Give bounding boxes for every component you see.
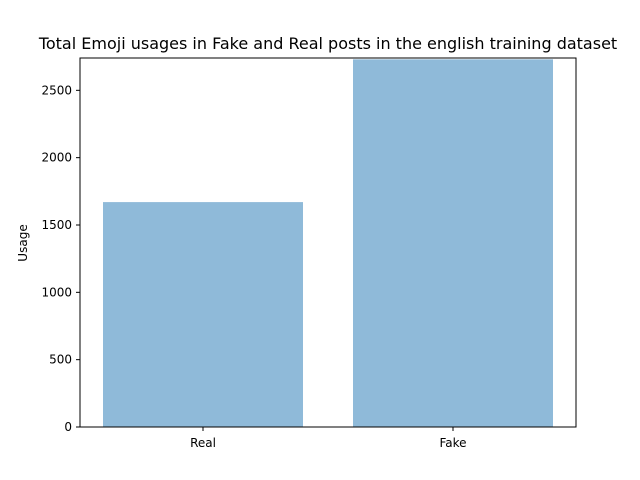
y-tick-label: 1000 [41, 285, 72, 299]
y-tick-label: 2500 [41, 83, 72, 97]
x-tick-label: Fake [439, 436, 466, 450]
y-tick-label: 500 [49, 353, 72, 367]
y-tick-label: 2000 [41, 151, 72, 165]
x-tick-label: Real [190, 436, 216, 450]
bars [103, 59, 553, 428]
bar-real [103, 202, 303, 427]
y-tick-label: 1500 [41, 218, 72, 232]
bar-fake [353, 59, 553, 428]
plot-frame [79, 57, 577, 428]
y-tick-label: 0 [64, 420, 72, 434]
y-axis-label: Usage [16, 224, 30, 261]
y-axis: 0 500 1000 1500 2000 2500 [41, 83, 80, 434]
chart-title: Total Emoji usages in Fake and Real post… [38, 34, 617, 53]
x-axis: Real Fake [190, 427, 467, 450]
